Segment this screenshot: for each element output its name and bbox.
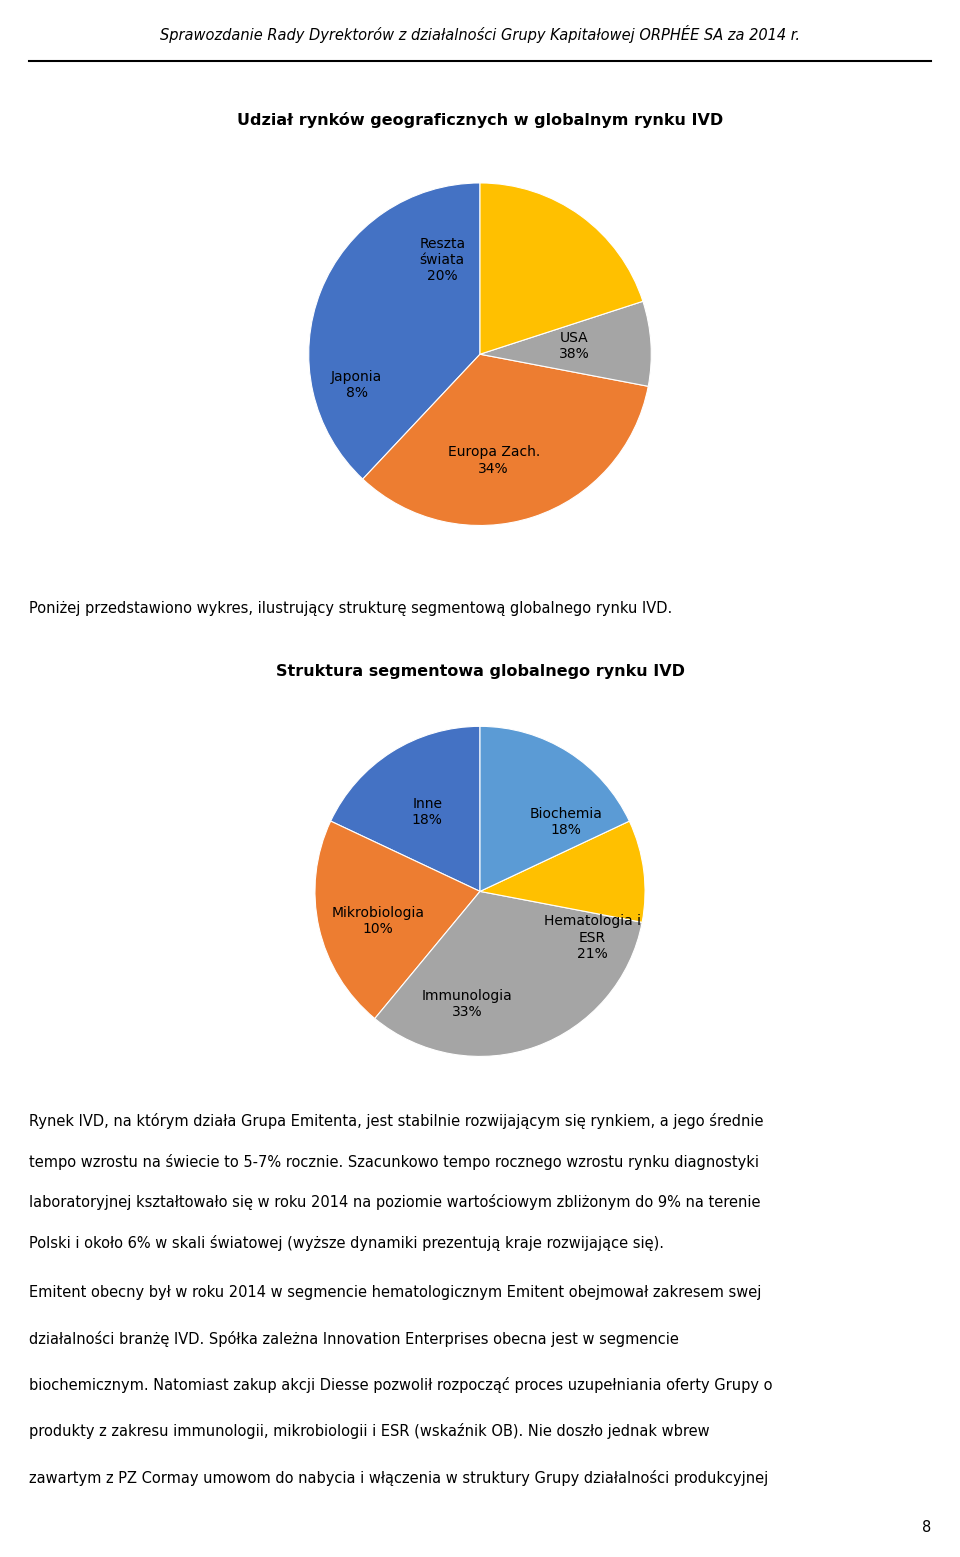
Text: Poniżej przedstawiono wykres, ilustrujący strukturę segmentową globalnego rynku : Poniżej przedstawiono wykres, ilustrując…	[29, 601, 672, 617]
Text: biochemicznym. Natomiast zakup akcji Diesse pozwolił rozpocząć proces uzupełnian: biochemicznym. Natomiast zakup akcji Die…	[29, 1376, 772, 1394]
Text: laboratoryjnej kształtowało się w roku 2014 na poziomie wartościowym zbliżonym d: laboratoryjnej kształtowało się w roku 2…	[29, 1194, 760, 1210]
Text: Struktura segmentowa globalnego rynku IVD: Struktura segmentowa globalnego rynku IV…	[276, 663, 684, 679]
Wedge shape	[330, 726, 480, 891]
Text: Immunologia
33%: Immunologia 33%	[421, 989, 513, 1018]
Wedge shape	[480, 821, 645, 922]
Text: Biochemia
18%: Biochemia 18%	[529, 807, 602, 838]
Text: produkty z zakresu immunologii, mikrobiologii i ESR (wskaźnik OB). Nie doszło je: produkty z zakresu immunologii, mikrobio…	[29, 1423, 709, 1439]
Text: Hematologia i
ESR
21%: Hematologia i ESR 21%	[543, 914, 640, 961]
Text: Rynek IVD, na którym działa Grupa Emitenta, jest stabilnie rozwijającym się rynk: Rynek IVD, na którym działa Grupa Emiten…	[29, 1113, 763, 1129]
Text: Polski i około 6% w skali światowej (wyższe dynamiki prezentują kraje rozwijając: Polski i około 6% w skali światowej (wyż…	[29, 1235, 663, 1250]
Wedge shape	[309, 184, 480, 480]
Wedge shape	[480, 726, 630, 891]
Text: Japonia
8%: Japonia 8%	[331, 371, 382, 400]
Wedge shape	[480, 302, 651, 386]
Text: Udział rynków geograficznych w globalnym rynku IVD: Udział rynków geograficznych w globalnym…	[237, 112, 723, 128]
Text: tempo wzrostu na świecie to 5-7% rocznie. Szacunkowo tempo rocznego wzrostu rynk: tempo wzrostu na świecie to 5-7% rocznie…	[29, 1154, 758, 1169]
Text: USA
38%: USA 38%	[559, 330, 589, 361]
Text: 8: 8	[922, 1520, 931, 1535]
Wedge shape	[480, 182, 643, 355]
Text: zawartym z PZ Cormay umowom do nabycia i włączenia w struktury Grupy działalnośc: zawartym z PZ Cormay umowom do nabycia i…	[29, 1470, 768, 1485]
Wedge shape	[315, 821, 480, 1018]
Wedge shape	[374, 891, 642, 1056]
Text: Mikrobiologia
10%: Mikrobiologia 10%	[331, 906, 424, 936]
Text: działalności branżę IVD. Spółka zależna Innovation Enterprises obecna jest w seg: działalności branżę IVD. Spółka zależna …	[29, 1331, 679, 1347]
Wedge shape	[363, 355, 648, 525]
Text: Emitent obecny był w roku 2014 w segmencie hematologicznym Emitent obejmował zak: Emitent obecny był w roku 2014 w segmenc…	[29, 1285, 761, 1300]
Text: Sprawozdanie Rady Dyrektorów z działalności Grupy Kapitałowej ORPHÉE SA za 2014 : Sprawozdanie Rady Dyrektorów z działalno…	[160, 25, 800, 44]
Text: Inne
18%: Inne 18%	[412, 797, 443, 827]
Text: Europa Zach.
34%: Europa Zach. 34%	[447, 445, 540, 475]
Text: Reszta
świata
20%: Reszta świata 20%	[420, 237, 466, 283]
